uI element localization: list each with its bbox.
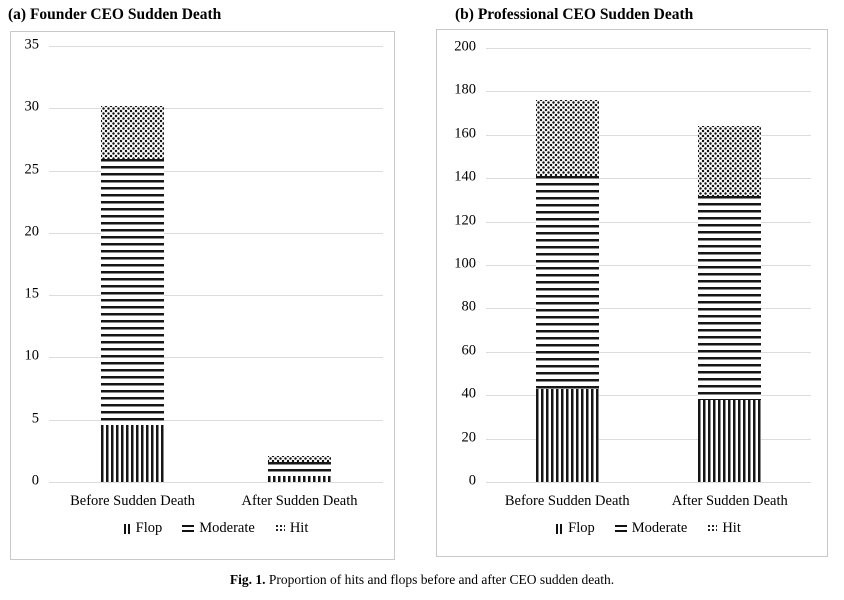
bar-segment-hit-after bbox=[268, 455, 331, 463]
y-tick-label: 30 bbox=[24, 98, 40, 115]
legend-label: Flop bbox=[568, 520, 595, 536]
gridline bbox=[49, 46, 383, 47]
gridline bbox=[486, 178, 811, 180]
gridline bbox=[486, 134, 811, 136]
gridline bbox=[486, 91, 811, 93]
legend-label: Moderate bbox=[199, 520, 255, 536]
y-tick-label: 10 bbox=[24, 348, 40, 365]
gridline bbox=[486, 48, 811, 49]
gridline bbox=[486, 308, 811, 310]
gridline bbox=[49, 170, 383, 172]
bar-segment-moderate-after bbox=[698, 195, 762, 400]
legend-item-hit: Hit bbox=[707, 520, 741, 537]
y-tick-label: 40 bbox=[461, 385, 477, 402]
bar-segment-moderate-before bbox=[101, 159, 164, 425]
bar-segment-flop-before bbox=[101, 424, 164, 482]
panel-b-title: (b) Professional CEO Sudden Death bbox=[455, 6, 694, 23]
gridline bbox=[49, 357, 383, 359]
legend-professional: Flop Moderate Hit bbox=[486, 520, 811, 537]
y-tick-label: 5 bbox=[31, 410, 39, 427]
legend-label: Flop bbox=[135, 520, 163, 536]
y-tick-label: 25 bbox=[24, 161, 40, 178]
y-tick-label: 140 bbox=[454, 168, 476, 185]
vertical-stripes-swatch-icon bbox=[556, 523, 564, 534]
gridline bbox=[486, 265, 811, 266]
figure-caption: Fig. 1. Proportion of hits and flops bef… bbox=[0, 572, 844, 588]
figure-caption-label: Fig. 1. bbox=[229, 572, 266, 587]
figure-caption-text: Proportion of hits and flops before and … bbox=[265, 572, 615, 587]
gridline bbox=[49, 482, 383, 483]
bar-segment-hit-after bbox=[698, 126, 762, 196]
y-tick-label: 20 bbox=[24, 223, 40, 240]
gridline bbox=[49, 108, 383, 110]
y-tick-label: 0 bbox=[468, 472, 476, 489]
legend-item-hit: Hit bbox=[274, 520, 309, 537]
legend-item-moderate: Moderate bbox=[182, 520, 255, 537]
plot-area-founder: 0 5 10 15 20 25 30 35 Before Sudden Death After S… bbox=[25, 37, 383, 509]
y-tick-label: 160 bbox=[454, 125, 476, 142]
gridline bbox=[49, 419, 383, 421]
bar-segment-flop-before bbox=[535, 388, 599, 482]
gridline bbox=[486, 438, 811, 440]
gridline bbox=[486, 482, 811, 483]
y-tick-label: 35 bbox=[24, 36, 40, 53]
bar-segment-flop-after bbox=[268, 475, 331, 482]
dots-swatch-icon bbox=[274, 524, 285, 533]
horizontal-stripes-swatch-icon bbox=[182, 524, 195, 533]
y-tick-label: 200 bbox=[454, 38, 476, 55]
bar-segment-moderate-before bbox=[535, 176, 599, 389]
bar-segment-moderate-after bbox=[268, 462, 331, 476]
y-tick-label: 180 bbox=[454, 82, 476, 99]
x-axis-label: After Sudden Death bbox=[241, 493, 358, 509]
gridline bbox=[49, 295, 383, 297]
y-tick-label: 60 bbox=[461, 342, 477, 359]
gridline bbox=[486, 221, 811, 223]
panel-a-title: (a) Founder CEO Sudden Death bbox=[8, 6, 222, 23]
bar-segment-hit-before bbox=[535, 100, 599, 177]
legend-label: Hit bbox=[722, 520, 741, 536]
dots-swatch-icon bbox=[707, 524, 718, 533]
legend-founder: Flop Moderate Hit bbox=[49, 520, 383, 537]
legend-label: Moderate bbox=[631, 520, 688, 536]
y-tick-label: 0 bbox=[31, 472, 39, 489]
legend-item-flop: Flop bbox=[123, 520, 163, 537]
y-tick-label: 20 bbox=[461, 429, 477, 446]
horizontal-stripes-swatch-icon bbox=[614, 524, 627, 533]
y-tick-label: 15 bbox=[24, 285, 40, 302]
vertical-stripes-swatch-icon bbox=[123, 523, 131, 534]
chart-box-professional: 0 20 40 60 80 100 120 140 160 180 200 Before Sudden… bbox=[436, 29, 828, 557]
x-axis-label: After Sudden Death bbox=[671, 493, 788, 509]
legend-item-moderate: Moderate bbox=[614, 520, 688, 537]
chart-box-founder: 0 5 10 15 20 25 30 35 Before Sudden Death After S… bbox=[10, 31, 395, 560]
x-axis-label: Before Sudden Death bbox=[504, 493, 630, 509]
gridline bbox=[486, 351, 811, 353]
legend-item-flop: Flop bbox=[556, 520, 595, 537]
legend-label: Hit bbox=[289, 520, 309, 536]
bar-segment-flop-after bbox=[698, 399, 762, 482]
x-axis-label: Before Sudden Death bbox=[70, 493, 195, 509]
y-tick-label: 120 bbox=[454, 212, 476, 229]
bar-segment-hit-before bbox=[101, 105, 164, 160]
gridline bbox=[486, 395, 811, 397]
gridline bbox=[49, 232, 383, 234]
y-tick-label: 100 bbox=[454, 255, 476, 272]
y-tick-label: 80 bbox=[461, 299, 477, 316]
plot-area-professional: 0 20 40 60 80 100 120 140 160 180 200 Before Sudden… bbox=[454, 39, 811, 509]
